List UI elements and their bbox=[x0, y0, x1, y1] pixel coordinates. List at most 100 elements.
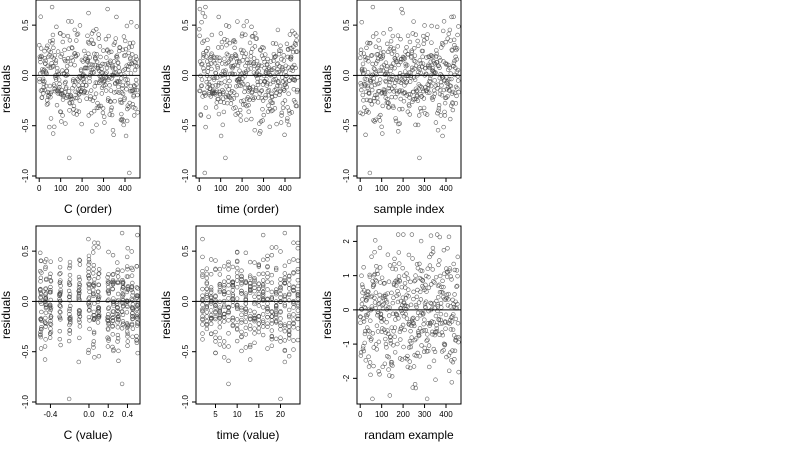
data-point bbox=[203, 4, 208, 10]
data-point bbox=[135, 92, 140, 98]
data-point bbox=[224, 84, 229, 89]
data-point bbox=[114, 78, 120, 84]
data-point bbox=[66, 338, 72, 344]
data-point bbox=[402, 273, 407, 278]
x-tick-label: 0.4 bbox=[122, 410, 134, 419]
data-point bbox=[369, 304, 374, 309]
data-point bbox=[200, 61, 205, 67]
data-point bbox=[445, 303, 451, 308]
data-point bbox=[416, 330, 421, 336]
data-point bbox=[94, 59, 100, 64]
data-point bbox=[412, 45, 417, 51]
data-point bbox=[377, 118, 383, 123]
data-point bbox=[451, 333, 457, 338]
data-point bbox=[265, 279, 270, 284]
data-point bbox=[451, 261, 456, 267]
data-point bbox=[392, 256, 397, 262]
data-point bbox=[100, 106, 106, 111]
data-point bbox=[230, 288, 236, 293]
data-point bbox=[272, 55, 277, 60]
data-point bbox=[105, 279, 111, 284]
data-point bbox=[67, 328, 72, 333]
data-point bbox=[413, 302, 419, 308]
data-point bbox=[57, 280, 63, 285]
data-point bbox=[237, 76, 242, 81]
data-point bbox=[420, 86, 425, 91]
data-point bbox=[452, 267, 457, 273]
data-point bbox=[279, 110, 284, 115]
y-axis-title: residuals bbox=[320, 291, 334, 339]
data-point bbox=[245, 95, 251, 100]
data-point bbox=[96, 271, 102, 276]
data-point bbox=[361, 98, 366, 103]
data-point bbox=[252, 318, 257, 324]
data-point bbox=[295, 258, 301, 263]
data-point bbox=[358, 110, 363, 115]
data-point bbox=[217, 288, 223, 293]
data-point bbox=[358, 314, 363, 319]
data-point bbox=[372, 271, 377, 277]
data-point bbox=[86, 273, 91, 279]
x-tick-label: 15 bbox=[254, 410, 263, 419]
data-point bbox=[221, 89, 226, 95]
data-point bbox=[223, 68, 228, 73]
data-point bbox=[415, 265, 421, 271]
data-point bbox=[381, 49, 386, 55]
data-point bbox=[377, 297, 382, 302]
data-point bbox=[126, 105, 132, 110]
data-point bbox=[260, 278, 266, 283]
data-point bbox=[378, 112, 383, 118]
data-point bbox=[436, 106, 442, 111]
data-point bbox=[106, 315, 111, 320]
data-point bbox=[117, 79, 123, 84]
data-point bbox=[121, 122, 126, 128]
data-point bbox=[372, 67, 377, 72]
data-point bbox=[200, 10, 206, 16]
data-point bbox=[58, 310, 63, 315]
y-tick-label: -1.0 bbox=[181, 395, 190, 409]
x-tick-label: 0 bbox=[358, 410, 363, 419]
plot-frame bbox=[356, 0, 462, 179]
data-point bbox=[433, 70, 438, 75]
data-point bbox=[379, 124, 384, 130]
data-point bbox=[200, 337, 205, 342]
data-point bbox=[453, 316, 459, 322]
x-axis-title: randam example bbox=[364, 428, 454, 442]
data-point bbox=[239, 312, 244, 317]
data-point bbox=[129, 296, 134, 301]
data-point bbox=[58, 278, 63, 283]
data-point bbox=[53, 58, 59, 63]
data-point bbox=[226, 24, 232, 29]
x-tick-label: 0 bbox=[358, 184, 363, 193]
data-point bbox=[430, 245, 436, 251]
data-point bbox=[124, 23, 130, 29]
data-point bbox=[407, 103, 412, 109]
data-point bbox=[112, 90, 117, 95]
data-point bbox=[67, 298, 72, 303]
data-point bbox=[265, 253, 270, 259]
data-point bbox=[204, 293, 210, 298]
data-point bbox=[239, 288, 244, 294]
data-point bbox=[365, 289, 370, 294]
data-point bbox=[410, 31, 415, 36]
data-point bbox=[380, 68, 386, 74]
data-point bbox=[284, 84, 289, 90]
data-point bbox=[226, 344, 231, 349]
data-point bbox=[43, 337, 48, 342]
data-point bbox=[86, 266, 91, 272]
data-point bbox=[393, 118, 399, 124]
data-point bbox=[92, 355, 97, 360]
data-point bbox=[124, 254, 130, 260]
data-point bbox=[125, 334, 130, 339]
data-point bbox=[91, 262, 96, 268]
data-point bbox=[49, 4, 55, 10]
x-tick-label: -0.4 bbox=[44, 410, 58, 419]
y-tick-label: 0.0 bbox=[21, 295, 30, 307]
data-point bbox=[408, 344, 414, 350]
y-tick-label: 0.5 bbox=[21, 245, 30, 257]
data-point bbox=[125, 331, 130, 337]
data-point bbox=[230, 264, 236, 270]
data-point bbox=[42, 48, 47, 54]
data-point bbox=[231, 96, 236, 101]
data-point bbox=[252, 285, 257, 290]
